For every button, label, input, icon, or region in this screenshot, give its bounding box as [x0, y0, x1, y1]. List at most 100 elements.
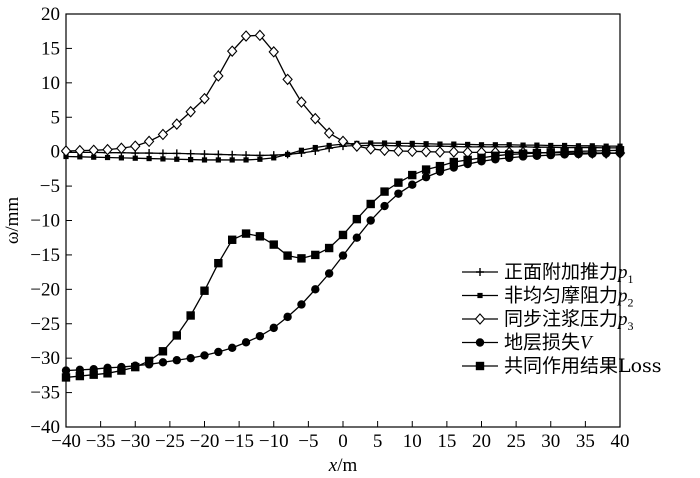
x-tick-label: 0: [338, 431, 348, 452]
data-point: [366, 199, 375, 209]
data-point: [269, 240, 278, 249]
data-point: [491, 151, 500, 160]
data-point: [243, 157, 249, 163]
data-point: [324, 243, 334, 253]
chart-series: [60, 29, 626, 382]
data-point: [185, 105, 196, 118]
data-point: [548, 142, 554, 149]
y-tick-label: −10: [30, 211, 60, 232]
data-point: [352, 233, 362, 242]
legend-item: 共同作用结果Loss: [462, 355, 662, 377]
data-point: [188, 156, 194, 163]
data-point: [130, 140, 141, 152]
x-tick-label: 5: [373, 431, 383, 452]
data-point: [478, 142, 485, 148]
data-point: [434, 146, 446, 158]
data-point: [368, 140, 374, 146]
data-point: [118, 155, 124, 161]
data-point: [158, 358, 168, 367]
data-point: [240, 30, 252, 42]
data-point: [323, 127, 335, 139]
data-point: [174, 156, 180, 162]
data-point: [157, 128, 169, 141]
data-point: [435, 161, 445, 171]
data-point: [199, 92, 210, 105]
data-point: [546, 148, 555, 157]
x-tick-label: 15: [437, 431, 456, 452]
data-point: [588, 146, 597, 156]
data-point: [409, 140, 415, 147]
data-point: [255, 331, 265, 341]
data-point: [408, 180, 417, 189]
y-tick-label: −30: [30, 348, 60, 369]
data-point: [407, 145, 418, 158]
data-point: [520, 142, 526, 148]
y-tick-label: 5: [51, 107, 61, 128]
data-point: [365, 143, 376, 155]
y-tick-label: −40: [30, 417, 60, 438]
data-point: [518, 149, 528, 158]
data-point: [380, 201, 389, 211]
data-point: [476, 268, 484, 276]
data-point: [268, 46, 279, 58]
data-point: [214, 347, 223, 357]
y-tick-label: 10: [41, 73, 60, 94]
data-point: [475, 338, 485, 347]
data-point: [200, 351, 209, 360]
y-tick-label: 0: [51, 142, 61, 163]
data-point: [366, 216, 375, 225]
legend-item: 同步注浆压力p3: [462, 308, 634, 333]
data-point: [324, 269, 334, 278]
data-point: [381, 140, 388, 146]
data-point: [420, 145, 432, 158]
data-point: [103, 369, 112, 378]
legend-item: 非均匀摩阻力p2: [462, 285, 634, 310]
legend-label: 同步注浆压力p3: [504, 308, 634, 333]
x-tick-label: −20: [190, 431, 220, 452]
data-point: [214, 258, 223, 268]
data-point: [61, 366, 71, 375]
legend-label: 非均匀摩阻力p2: [504, 285, 634, 310]
data-point: [310, 112, 321, 125]
data-point: [172, 356, 181, 365]
data-point: [465, 141, 471, 148]
legend-label: 共同作用结果Loss: [504, 355, 662, 377]
x-tick-label: −35: [86, 431, 116, 452]
data-point: [186, 311, 195, 320]
data-point: [448, 146, 460, 158]
data-point: [132, 155, 138, 161]
data-point: [228, 343, 237, 353]
data-point: [492, 142, 498, 148]
data-point: [603, 143, 609, 149]
data-point: [102, 143, 113, 156]
data-point: [131, 362, 140, 372]
data-point: [505, 150, 514, 159]
x-tick-label: 35: [576, 431, 595, 452]
data-point: [298, 147, 305, 153]
data-point: [241, 338, 251, 347]
data-point: [449, 157, 458, 167]
x-tick-label: 10: [403, 431, 422, 452]
data-point: [574, 147, 583, 156]
data-point: [186, 353, 195, 363]
data-point: [74, 144, 86, 157]
y-tick-label: −5: [40, 176, 60, 197]
data-point: [379, 144, 390, 157]
legend-label: 正面附加推力p1: [504, 261, 634, 286]
legend-item: 地层损失V: [462, 332, 594, 354]
data-point: [423, 141, 429, 147]
data-point: [394, 189, 403, 198]
data-point: [283, 251, 292, 260]
data-point: [171, 118, 183, 130]
data-point: [200, 286, 209, 295]
data-point: [297, 254, 306, 263]
data-point: [145, 149, 154, 158]
data-point: [506, 142, 512, 148]
data-point: [91, 154, 97, 160]
data-point: [421, 172, 431, 182]
data-point: [89, 370, 98, 379]
data-point: [158, 347, 168, 356]
data-point: [88, 144, 99, 157]
